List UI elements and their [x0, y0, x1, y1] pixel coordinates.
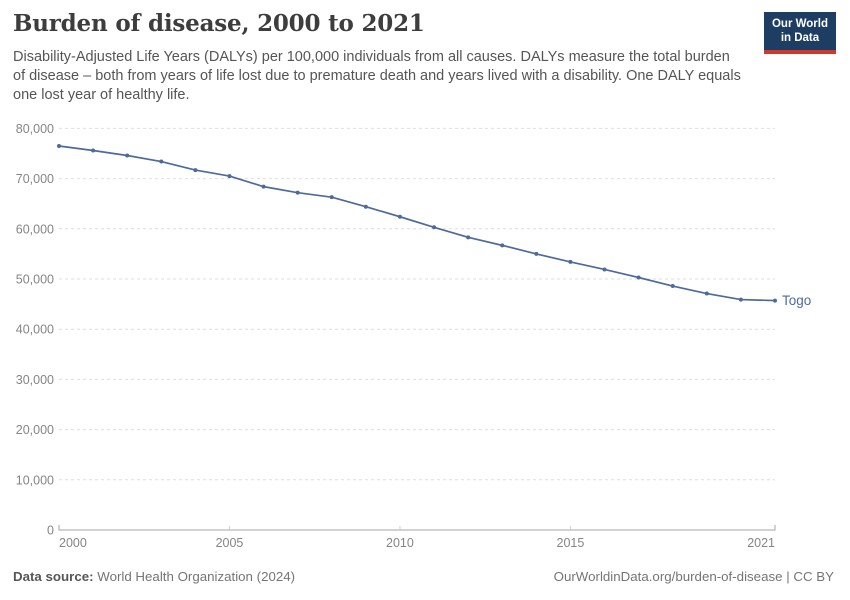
data-point-2001[interactable] — [91, 148, 96, 153]
data-point-2004[interactable] — [193, 168, 198, 173]
data-point-2020[interactable] — [738, 297, 743, 302]
y-axis-tick-label: 70,000 — [16, 172, 54, 186]
data-point-2002[interactable] — [125, 153, 130, 158]
line-chart: 0 10,000 20,000 30,000 40,000 50,000 60,000 70,… — [16, 122, 812, 550]
y-axis-tick-label: 20,000 — [16, 423, 54, 437]
x-axis-tick-label: 2021 — [747, 536, 775, 550]
y-axis-tick-label: 0 — [47, 524, 54, 538]
data-point-2012[interactable] — [466, 235, 471, 240]
chart-title: Burden of disease, 2000 to 2021 — [13, 10, 425, 37]
data-source-label: Data source: — [13, 569, 94, 584]
data-point-2005[interactable] — [227, 174, 232, 179]
y-axis-tick-label: 40,000 — [16, 323, 54, 337]
data-point-2011[interactable] — [432, 225, 437, 230]
y-axis-tick-label: 10,000 — [16, 473, 54, 487]
data-point-2009[interactable] — [363, 204, 368, 209]
x-axis-tick-label: 2005 — [216, 536, 244, 550]
owid-logo-line2: in Data — [780, 31, 820, 44]
data-point-2015[interactable] — [568, 259, 573, 264]
data-point-2006[interactable] — [261, 184, 266, 189]
x-axis-tick-label: 2015 — [557, 536, 585, 550]
chart-subtitle: Disability-Adjusted Life Years (DALYs) p… — [13, 49, 741, 103]
owid-logo[interactable]: Our World in Data — [763, 12, 836, 54]
data-source-value: World Health Organization (2024) — [93, 569, 296, 584]
togo-series-line[interactable] — [58, 145, 776, 302]
y-axis-tick-label: 60,000 — [16, 222, 54, 236]
data-point-2014[interactable] — [534, 251, 539, 256]
data-point-2016[interactable] — [602, 267, 607, 272]
data-point-2017[interactable] — [636, 275, 641, 280]
series-entity-label[interactable]: Togo — [782, 293, 811, 308]
y-axis-tick-label: 30,000 — [16, 373, 54, 387]
y-axis-tick-label: 50,000 — [16, 273, 54, 287]
x-axis-line — [58, 525, 776, 531]
data-point-2000[interactable] — [57, 143, 61, 148]
data-point-2013[interactable] — [500, 243, 505, 248]
data-source-note: Data source: World Health Organization (… — [13, 569, 295, 584]
owid-license-link[interactable]: OurWorldinData.org/burden-of-disease | C… — [553, 569, 834, 584]
y-axis-tick-label: 80,000 — [16, 122, 54, 136]
data-point-2018[interactable] — [670, 284, 675, 289]
data-point-2008[interactable] — [329, 195, 334, 200]
data-point-2003[interactable] — [159, 159, 164, 164]
owid-logo-line1: Our World — [771, 18, 828, 30]
x-axis-tick-label: 2000 — [59, 536, 87, 550]
data-point-2021[interactable] — [773, 298, 777, 303]
x-axis-tick-label: 2010 — [386, 536, 414, 550]
data-point-2007[interactable] — [295, 190, 300, 195]
data-point-2010[interactable] — [397, 214, 402, 219]
data-point-2019[interactable] — [704, 291, 709, 296]
